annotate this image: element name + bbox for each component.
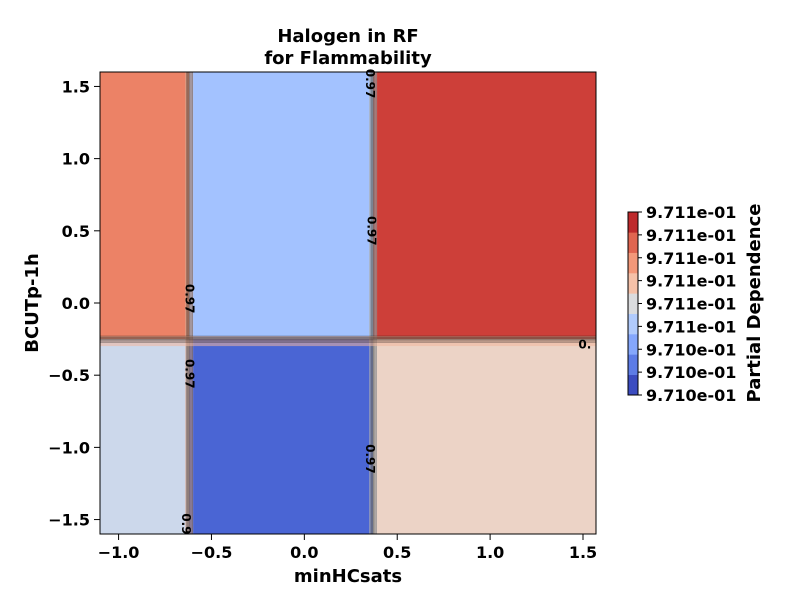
contour-lines	[100, 72, 596, 534]
x-tick-label-3: 0.5	[383, 543, 411, 562]
colorbar-tick-label-8: 9.711e-01	[646, 203, 736, 222]
y-axis-label: BCUTp-1h	[22, 253, 43, 353]
contour-label-5: 0.97	[363, 444, 377, 474]
colorbar-tick-label-2: 9.710e-01	[646, 340, 736, 359]
colorbar-segment-1	[628, 354, 638, 375]
contour-label-3: 0.97	[363, 69, 377, 99]
colorbar-segment-3	[628, 313, 638, 335]
x-tick-label-0: −1.0	[98, 543, 140, 562]
colorbar-segment-5	[628, 273, 638, 294]
x-tick-label-2: 0.0	[290, 543, 318, 562]
colorbar-tick-label-5: 9.711e-01	[646, 272, 736, 291]
contour-labels: 0.97 0.97 0.9 0.97 0.97 0.97 0.	[179, 69, 591, 535]
y-tick-label-2: −0.5	[48, 366, 90, 385]
y-tick-label-4: 0.5	[62, 222, 90, 241]
heatmap-region-4	[189, 339, 374, 534]
colorbar-segment-6	[628, 252, 638, 274]
contour-label-0: 0.97	[183, 284, 197, 314]
plot-regions	[100, 72, 596, 534]
transition-band-x-0	[185, 72, 194, 534]
heatmap-region-3	[100, 339, 190, 534]
contour-label-6: 0.	[578, 337, 591, 351]
colorbar-segment-2	[628, 334, 638, 355]
colorbar-segment-8	[628, 212, 638, 233]
x-tick-label-1: −0.5	[191, 543, 233, 562]
contour-label-1: 0.97	[183, 359, 197, 389]
y-tick-label-0: −1.5	[48, 511, 90, 530]
colorbar-tick-label-3: 9.711e-01	[646, 317, 736, 336]
x-tick-label-4: 1.0	[476, 543, 504, 562]
heatmap-region-0	[100, 72, 190, 340]
chart-title-line-2: for Flammability	[264, 48, 432, 69]
colorbar-tick-label-0: 9.710e-01	[646, 386, 736, 405]
heatmap-region-2	[373, 72, 596, 340]
colorbar-tick-label-4: 9.711e-01	[646, 295, 736, 314]
contour-label-4: 0.97	[365, 216, 379, 246]
heatmap-region-1	[189, 72, 374, 340]
x-tick-label-5: 1.5	[569, 543, 597, 562]
contour-label-2: 0.9	[179, 513, 193, 534]
colorbar-tick-label-1: 9.710e-01	[646, 363, 736, 382]
colorbar-segment-0	[628, 374, 638, 396]
colorbar-label: Partial Dependence	[744, 204, 765, 403]
y-tick-label-3: 0.0	[62, 294, 90, 313]
heatmap-region-5	[373, 339, 596, 534]
y-axis-ticks: −1.5 −1.0 −0.5 0.0 0.5 1.0 1.5	[48, 77, 100, 530]
x-axis-label: minHCsats	[294, 566, 402, 587]
transition-band-x-1	[369, 72, 378, 534]
y-tick-label-6: 1.5	[62, 77, 90, 96]
colorbar-tick-label-7: 9.711e-01	[646, 226, 736, 245]
y-tick-label-5: 1.0	[62, 150, 90, 169]
colorbar	[627, 211, 639, 396]
colorbar-segment-4	[628, 293, 638, 314]
colorbar-tick-label-6: 9.711e-01	[646, 249, 736, 268]
x-axis-ticks: −1.0 −0.5 0.0 0.5 1.0 1.5	[98, 534, 597, 562]
y-tick-label-1: −1.0	[48, 438, 90, 457]
colorbar-ticks: 9.710e-01 9.710e-01 9.710e-01 9.711e-01 9.71…	[638, 203, 736, 405]
chart-title-line-1: Halogen in RF	[277, 26, 418, 47]
colorbar-segment-7	[628, 232, 638, 253]
